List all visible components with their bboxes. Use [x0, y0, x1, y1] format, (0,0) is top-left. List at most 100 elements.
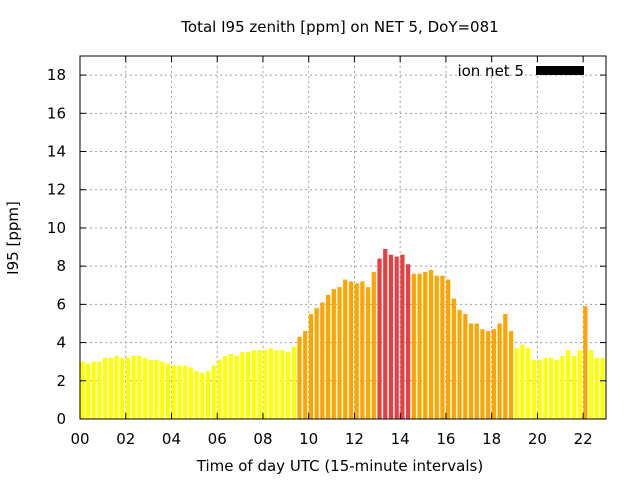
- bar: [365, 287, 371, 419]
- bar: [566, 350, 571, 419]
- bar: [480, 329, 485, 419]
- y-axis-label: I95 [ppm]: [4, 201, 22, 275]
- bar: [257, 350, 262, 419]
- bar: [245, 352, 251, 419]
- bar: [423, 271, 428, 419]
- bar: [383, 248, 388, 419]
- legend-label: ion net 5: [457, 62, 524, 80]
- bar: [394, 256, 399, 419]
- bar: [200, 373, 205, 419]
- bar: [234, 355, 239, 419]
- bar: [360, 281, 365, 419]
- bar: [85, 363, 91, 419]
- bar: [194, 371, 199, 419]
- x-tick-label: 12: [345, 430, 364, 448]
- bar: [417, 273, 422, 419]
- bar: [97, 361, 102, 419]
- y-tick-label: 0: [56, 410, 66, 428]
- bar: [285, 352, 291, 419]
- y-tick-label: 8: [56, 257, 66, 275]
- y-tick-label: 14: [47, 143, 66, 161]
- bar: [543, 357, 548, 419]
- bar: [497, 323, 502, 419]
- plot-frame: [79, 55, 607, 420]
- y-tick-label: 12: [47, 181, 66, 199]
- bar: [548, 357, 554, 419]
- bar: [177, 365, 182, 419]
- bar: [583, 306, 588, 419]
- chart-title: Total I95 zenith [ppm] on NET 5, DoY=081: [180, 18, 498, 36]
- bar: [554, 359, 559, 419]
- grid-layer: [80, 56, 606, 419]
- bar: [440, 275, 445, 419]
- bar: [228, 354, 233, 419]
- bar: [188, 367, 193, 419]
- bar: [343, 279, 348, 419]
- bar: [514, 348, 519, 419]
- bar: [560, 355, 565, 419]
- x-axis-label: Time of day UTC (15-minute intervals): [196, 457, 483, 475]
- x-tick-label: 16: [436, 430, 455, 448]
- bar: [594, 357, 599, 419]
- bar: [240, 352, 245, 419]
- bar: [131, 355, 136, 419]
- y-tick-label: 16: [47, 104, 66, 122]
- legend-swatch: [536, 66, 584, 75]
- bar: [457, 310, 462, 419]
- bar: [91, 361, 96, 419]
- bar: [263, 350, 268, 419]
- legend: ion net 5: [457, 62, 584, 80]
- bar: [320, 302, 325, 419]
- y-tick-label: 18: [47, 66, 66, 84]
- y-tick-label: 10: [47, 219, 66, 237]
- bar: [280, 350, 285, 419]
- bar: [486, 331, 491, 419]
- bar: [108, 357, 113, 419]
- bar: [400, 254, 405, 419]
- bar: [468, 323, 474, 419]
- bar: [223, 355, 228, 419]
- bar: [268, 348, 274, 419]
- bar: [183, 365, 188, 419]
- bar: [274, 350, 279, 419]
- bar: [451, 298, 456, 419]
- bar: [348, 281, 354, 419]
- bar: [526, 348, 531, 419]
- bar: [80, 361, 85, 419]
- bar: [377, 258, 382, 419]
- bar: [388, 254, 394, 419]
- bar: [428, 269, 434, 419]
- bar: [474, 323, 479, 419]
- bar: [143, 357, 148, 419]
- y-tick-label: 4: [56, 334, 66, 352]
- x-tick-label: 06: [208, 430, 227, 448]
- x-tick-label: 10: [299, 430, 318, 448]
- bar: [331, 289, 336, 419]
- bar: [205, 371, 211, 419]
- bar: [531, 359, 537, 419]
- bar: [588, 350, 594, 419]
- x-tick-label: 08: [253, 430, 272, 448]
- x-tick-label: 20: [528, 430, 547, 448]
- bar: [411, 273, 416, 419]
- bar: [217, 359, 222, 419]
- bar: [537, 359, 542, 419]
- bar: [325, 294, 331, 419]
- bar: [354, 283, 359, 419]
- bar: [308, 313, 314, 419]
- bar: [148, 359, 153, 419]
- bar: [251, 350, 256, 419]
- bar: [297, 336, 302, 419]
- bar-layer: [80, 248, 605, 419]
- bar: [137, 355, 142, 419]
- bar: [434, 275, 439, 419]
- bar: [120, 357, 125, 419]
- bar: [337, 287, 342, 419]
- bar: [102, 357, 108, 419]
- bar: [520, 344, 525, 419]
- bar: [577, 350, 582, 419]
- bar: [125, 357, 131, 419]
- x-tick-label: 02: [116, 430, 135, 448]
